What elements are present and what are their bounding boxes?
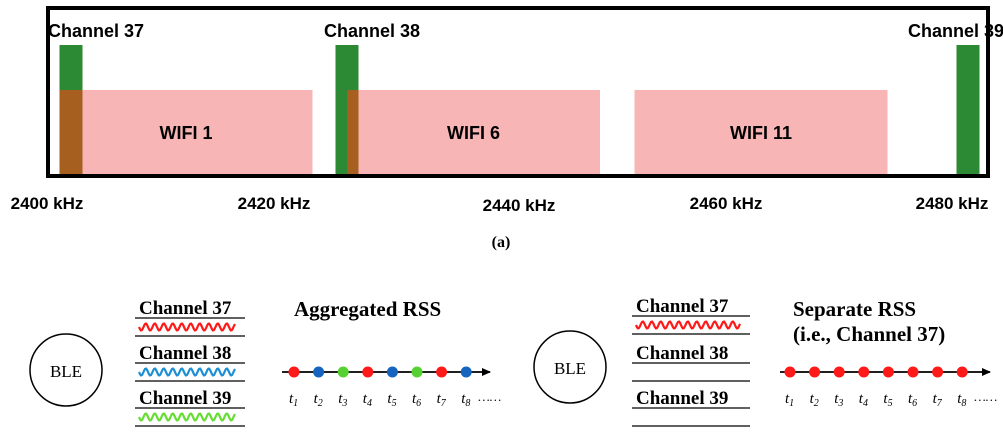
signal-wave [634,320,742,330]
ble-circle [533,330,607,404]
time-label: t3 [834,391,843,409]
rss-sample-dot [956,366,968,378]
rss-sample-dot [460,366,472,378]
channel-label: Channel 39 [139,388,231,409]
wifi-band-label: WIFI 6 [447,123,500,143]
frequency-tick-label: 2460 kHz [690,194,763,213]
ble-channel-label: Channel 37 [48,21,144,41]
rss-sample-dot [809,366,821,378]
frequency-tick-label: 2480 kHz [916,194,989,213]
time-label: t6 [412,391,421,409]
wifi-band-2 [347,90,600,174]
rss-sample-dot [858,366,870,378]
time-label: t2 [314,391,323,409]
channel-label: Channel 38 [636,343,728,364]
frequency-tick-label: 2420 kHz [238,194,311,213]
time-label: t1 [785,391,794,409]
wifi-band-1 [59,90,313,174]
ble-channel-label: Channel 38 [324,21,420,41]
frequency-tick-label: 2400 kHz [11,194,84,213]
separate-panel: BLE Channel 37 Channel 38 Channel 39 Separ… [533,296,997,427]
ble-channel-bar [956,45,980,174]
time-label: t4 [859,391,868,409]
time-label: t3 [338,391,347,409]
wifi-band-label: WIFI 11 [730,123,792,143]
rss-sample-dot [882,366,894,378]
rss-sample-dot [337,366,349,378]
time-label: t7 [437,391,447,409]
time-label: t6 [908,391,917,409]
rss-sample-dot [833,366,845,378]
time-label: t8 [461,391,470,409]
separate-rss-subtitle: (i.e., Channel 37) [793,322,945,346]
wifi-band-label: WIFI 1 [160,123,213,143]
overlap-region [59,90,83,174]
time-label: t5 [387,391,396,409]
rss-sample-dot [784,366,796,378]
aggregated-panel: BLE Channel 37 Channel 38 Channel 39 Aggre… [29,297,501,427]
time-label: t7 [933,391,943,409]
ellipsis: …… [478,389,501,404]
time-label: t8 [957,391,966,409]
time-label: t1 [289,391,298,409]
aggregated-rss-title: Aggregated RSS [294,297,441,321]
signal-wave [137,322,236,332]
time-label: t2 [810,391,819,409]
wifi-band-3 [634,90,888,174]
ble-circle [29,333,103,407]
frequency-tick-label: 2440 kHz [483,196,556,215]
rss-sample-dot [362,366,374,378]
channel-label: Channel 39 [636,388,728,409]
rss-sample-dot [436,366,448,378]
overlap-region [347,90,359,174]
spectrum-panel: WIFI 1 WIFI 6 WIFI 11 Channel 37 Channel 38 C… [11,6,1003,251]
signal-wave [137,367,236,377]
rss-sample-dot [386,366,398,378]
channel-label: Channel 37 [139,298,232,319]
rss-sample-dot [411,366,423,378]
signal-wave [137,412,236,422]
channel-label: Channel 38 [139,343,231,364]
separate-rss-title: Separate RSS [793,297,916,321]
rss-sample-dot [313,366,325,378]
rss-sample-dot [288,366,300,378]
channel-label: Channel 37 [636,296,729,317]
ble-channel-label: Channel 39 [908,21,1003,41]
rss-sample-dot [932,366,944,378]
rss-sample-dot [907,366,919,378]
spectrum-frame [46,6,990,178]
subfigure-label: (a) [492,234,511,251]
time-label: t4 [363,391,372,409]
time-label: t5 [883,391,892,409]
ble-label: BLE [554,359,586,378]
ble-label: BLE [50,362,82,381]
ellipsis: …… [974,389,997,404]
